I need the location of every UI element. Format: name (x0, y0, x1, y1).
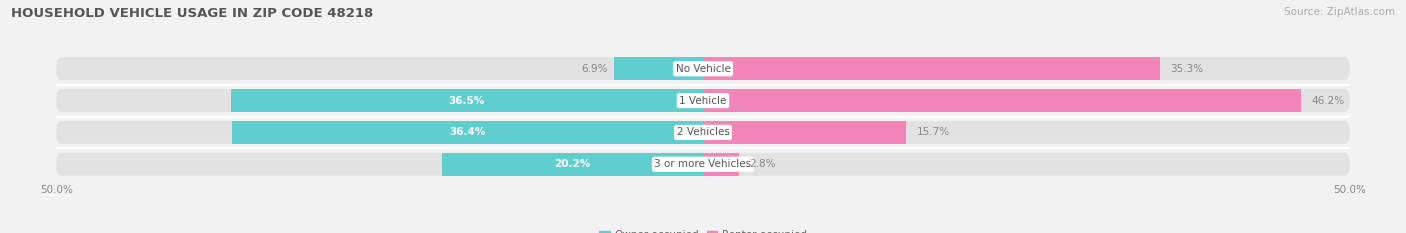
Bar (231, 89, 703, 112)
Text: 6.9%: 6.9% (581, 64, 607, 74)
Bar (703, 121, 905, 144)
Text: 1 Vehicle: 1 Vehicle (679, 96, 727, 106)
Text: HOUSEHOLD VEHICLE USAGE IN ZIP CODE 48218: HOUSEHOLD VEHICLE USAGE IN ZIP CODE 4821… (11, 7, 374, 20)
FancyBboxPatch shape (56, 153, 1350, 176)
Text: 20.2%: 20.2% (554, 159, 591, 169)
Text: 35.3%: 35.3% (1170, 64, 1204, 74)
Text: No Vehicle: No Vehicle (675, 64, 731, 74)
Bar (703, 57, 1160, 80)
Text: 15.7%: 15.7% (917, 127, 949, 137)
FancyBboxPatch shape (56, 89, 1350, 112)
Bar (703, 89, 1301, 112)
Text: 36.5%: 36.5% (449, 96, 485, 106)
Bar (703, 153, 740, 176)
Text: 3 or more Vehicles: 3 or more Vehicles (654, 159, 752, 169)
Text: Source: ZipAtlas.com: Source: ZipAtlas.com (1284, 7, 1395, 17)
Bar (232, 121, 703, 144)
Text: 2.8%: 2.8% (749, 159, 776, 169)
Bar (614, 57, 703, 80)
FancyBboxPatch shape (56, 121, 1350, 144)
Text: 36.4%: 36.4% (450, 127, 485, 137)
Text: 46.2%: 46.2% (1310, 96, 1344, 106)
FancyBboxPatch shape (56, 57, 1350, 80)
Legend: Owner-occupied, Renter-occupied: Owner-occupied, Renter-occupied (595, 226, 811, 233)
Bar (441, 153, 703, 176)
Text: 2 Vehicles: 2 Vehicles (676, 127, 730, 137)
